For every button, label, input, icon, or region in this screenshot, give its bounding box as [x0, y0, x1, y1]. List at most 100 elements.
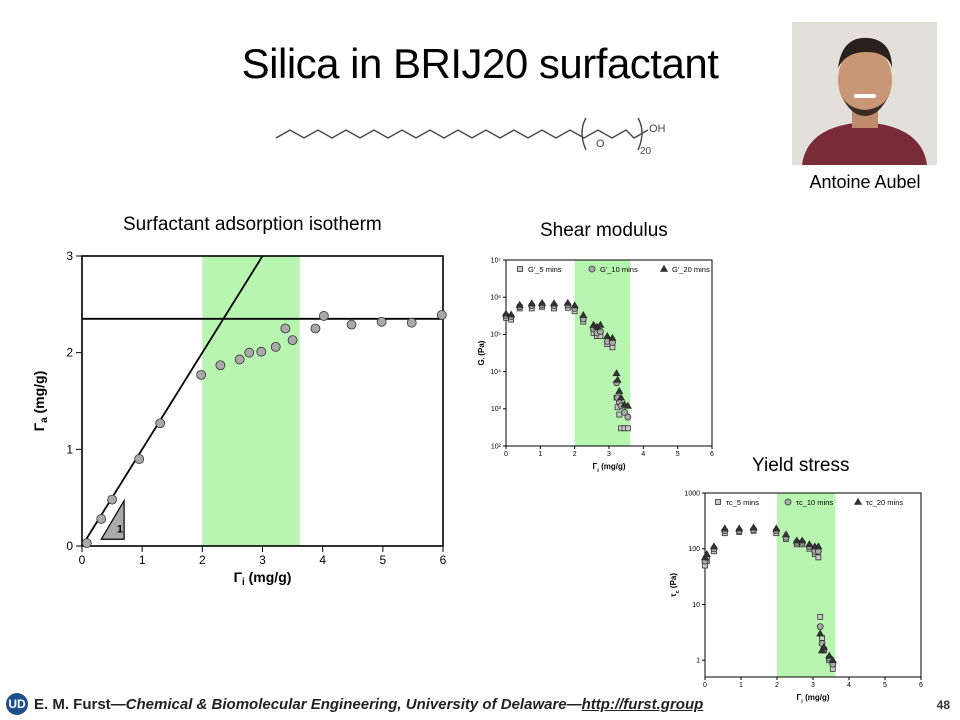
- slope-label: 1: [117, 523, 123, 535]
- right-paren: [637, 117, 643, 151]
- data-point: [828, 656, 837, 664]
- left-paren: [581, 117, 587, 151]
- highlight-region: [202, 256, 300, 546]
- y-axis-label: G' (Pa): [478, 340, 489, 365]
- alkyl-chain: [275, 129, 649, 139]
- y-tick-label: 10⁶: [490, 295, 501, 302]
- data-point: [563, 298, 572, 306]
- data-point: [616, 411, 623, 418]
- footer: UD E. M. Furst—Chemical & Biomolecular E…: [0, 690, 960, 720]
- x-tick-label: 5: [676, 451, 680, 458]
- data-point: [538, 298, 547, 306]
- data-point: [196, 369, 207, 380]
- legend-marker: [517, 266, 523, 272]
- y-tick-label: 10⁴: [490, 369, 501, 376]
- x-tick-label: 4: [641, 451, 645, 458]
- x-tick-label: 6: [440, 553, 447, 567]
- legend-marker: [659, 264, 669, 272]
- x-tick-label: 6: [919, 682, 923, 689]
- data-point: [798, 536, 807, 544]
- data-point: [624, 413, 632, 421]
- page-number: 48: [936, 698, 950, 712]
- x-tick-label: 5: [379, 553, 386, 567]
- data-point: [596, 320, 605, 328]
- data-point: [107, 494, 117, 505]
- legend-marker: [588, 265, 596, 273]
- yield-stress-chart: 0 1 2 3 4 5 6 1 10 100 1000 Γi (mg/g) τc (Pa) τc_5 mi…: [669, 490, 923, 703]
- chart1-title: Surfactant adsorption isotherm: [123, 214, 382, 235]
- x-tick-label: 2: [775, 682, 779, 689]
- chart3-title: Yield stress: [752, 455, 850, 476]
- y-tick-label: 100: [688, 546, 700, 553]
- data-point: [134, 454, 145, 464]
- data-point: [805, 540, 814, 548]
- person-name: Antoine Aubel: [809, 172, 921, 192]
- data-point: [709, 542, 719, 550]
- footer-url[interactable]: http://furst.group: [581, 696, 704, 713]
- legend-label: G'_10 mins: [600, 265, 638, 274]
- footer-author: E. M. Furst: [34, 696, 111, 713]
- legend-label: τc_5 mins: [726, 498, 759, 507]
- data-point: [570, 301, 579, 309]
- legend-marker: [784, 498, 792, 506]
- x-tick-label: 3: [811, 682, 815, 689]
- data-point: [155, 418, 166, 429]
- data-point: [270, 341, 281, 352]
- x-tick-label: 3: [259, 553, 266, 567]
- university-logo-icon: UD: [6, 693, 28, 715]
- x-tick-label: 5: [883, 682, 887, 689]
- slide-title: Silica in BRIJ20 surfactant: [241, 40, 719, 87]
- x-tick-label: 6: [710, 451, 714, 458]
- data-point: [814, 542, 823, 550]
- x-axis-label: Γi (mg/g): [796, 693, 829, 703]
- data-point: [287, 335, 298, 345]
- y-tick-label: 10: [692, 602, 700, 609]
- data-point: [816, 629, 825, 637]
- data-point: [406, 317, 417, 328]
- data-point: [310, 323, 321, 334]
- data-point: [819, 643, 828, 651]
- data-point: [615, 386, 624, 394]
- y-tick-label: 1: [66, 442, 73, 456]
- data-point: [749, 523, 758, 531]
- y-axis-label: τc (Pa): [669, 573, 681, 597]
- data-point: [621, 409, 628, 416]
- data-point: [501, 309, 511, 317]
- repeat-subscript: 20: [640, 146, 652, 157]
- x-tick-label: 0: [79, 553, 86, 567]
- x-tick-label: 2: [573, 451, 577, 458]
- person-photo: [792, 22, 937, 165]
- hydroxyl-label: OH: [649, 123, 666, 135]
- data-point: [280, 323, 291, 334]
- data-point: [781, 530, 791, 538]
- data-point: [612, 369, 621, 377]
- y-tick-label: 1000: [684, 490, 700, 497]
- data-point: [597, 328, 604, 335]
- data-point: [624, 425, 631, 432]
- legend-label: τc_20 mins: [866, 498, 903, 507]
- data-point: [623, 401, 632, 409]
- x-tick-label: 0: [504, 451, 508, 458]
- legend-label: G'_20 mins: [672, 265, 710, 274]
- data-point: [603, 332, 612, 339]
- y-tick-label: 10³: [491, 406, 502, 413]
- x-tick-label: 4: [847, 682, 851, 689]
- y-tick-label: 10⁷: [491, 257, 502, 264]
- x-tick-label: 1: [739, 682, 743, 689]
- molecule-structure: O OH 20: [275, 117, 666, 157]
- footer-text: E. M. Furst—Chemical & Biomolecular Engi…: [34, 696, 703, 713]
- data-point: [702, 550, 711, 557]
- y-tick-label: 10⁵: [490, 332, 501, 339]
- adsorption-isotherm-chart: 0 1 2 3 4 5 6 0 1 2 3 Γi (mg/g) Γa (mg/g) 1: [31, 249, 447, 588]
- data-point: [825, 651, 834, 659]
- y-tick-label: 3: [66, 249, 73, 263]
- data-point: [515, 300, 524, 308]
- data-point: [234, 354, 245, 365]
- data-point: [256, 346, 267, 357]
- y-tick-label: 0: [66, 539, 73, 553]
- data-point: [735, 524, 744, 532]
- data-point: [244, 347, 255, 358]
- data-point: [720, 524, 729, 532]
- data-point: [81, 538, 92, 549]
- data-point: [550, 299, 559, 307]
